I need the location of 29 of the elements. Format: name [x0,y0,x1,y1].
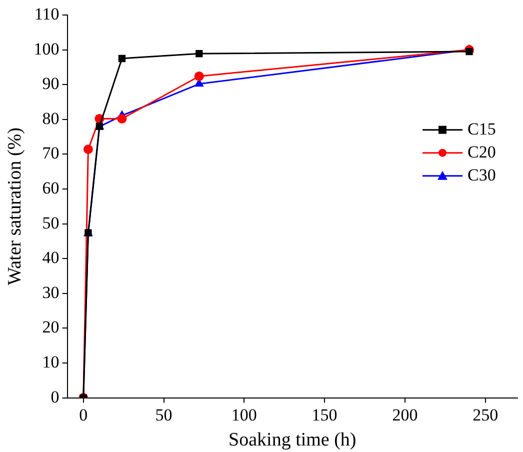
x-tick-label: 250 [472,405,498,424]
y-tick-label: 90 [42,74,60,94]
x-tick-label: 150 [312,405,338,424]
y-tick-label: 50 [42,213,60,232]
point [194,72,204,81]
x-tick-label: 50 [155,405,172,424]
y-tick-label: 30 [42,282,60,302]
y-tick-label: 70 [42,144,60,163]
x-tick-label: 100 [231,405,257,424]
point [117,114,127,124]
y-tick-label: 0 [50,387,60,406]
legend-label: C30 [468,165,496,184]
y-tick-label: 10 [42,352,60,372]
x-tick-label: 200 [392,405,418,424]
y-tick-label: 20 [42,318,60,337]
y-tick-label: 40 [42,248,60,268]
point [196,50,203,58]
x-axis-title: Soaking time (h) [228,430,356,451]
y-axis-title: Water saturation (%) [4,128,26,286]
y-tick-label: 80 [42,108,60,128]
legend-label: C15 [468,119,496,138]
point [466,48,473,56]
point [118,54,126,62]
point [83,144,93,154]
y-tick-label: 110 [34,4,60,24]
legend-label: C20 [468,142,496,162]
y-tick-label: 100 [34,39,60,58]
y-tick-label: 60 [42,178,60,198]
x-tick-label: 0 [79,405,88,424]
